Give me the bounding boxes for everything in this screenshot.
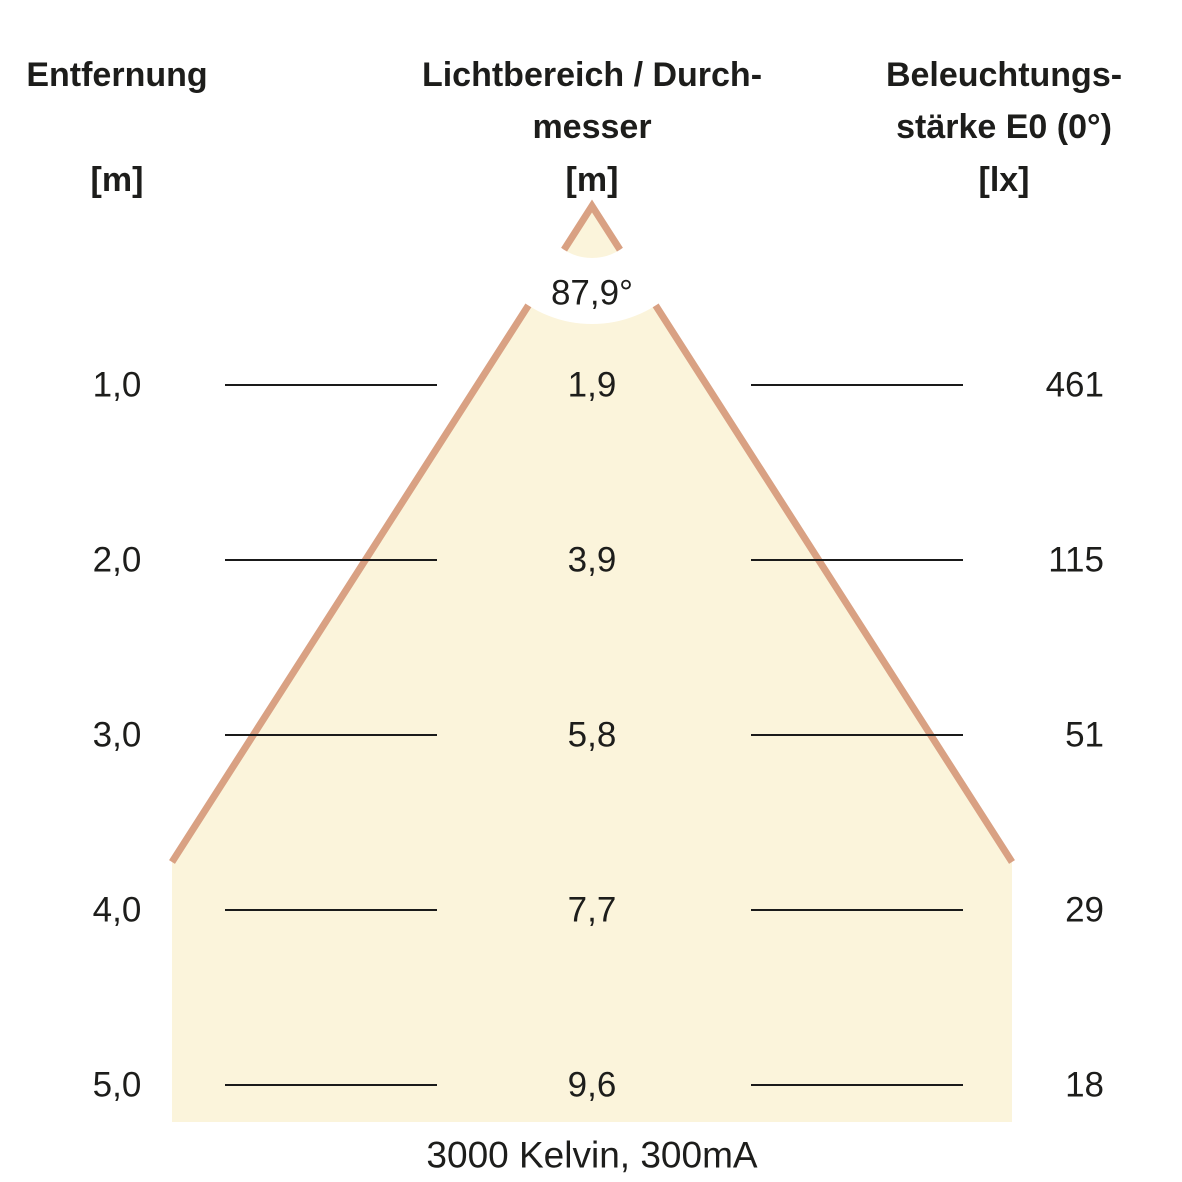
header-illuminance-unit: [lx] — [978, 161, 1030, 199]
header-distance-unit: [m] — [90, 161, 144, 199]
cone-edge-lines — [169, 199, 1015, 864]
header-diameter-unit: [m] — [565, 161, 619, 199]
row2-distance-value: 2,0 — [92, 540, 142, 580]
row4-distance-value: 4,0 — [92, 890, 142, 930]
row4-illuminance-value: 29 — [1065, 890, 1104, 930]
row5-distance-value: 5,0 — [92, 1065, 142, 1105]
row5-diameter-value: 9,6 — [567, 1065, 617, 1105]
header-diameter-title-2: messer — [532, 108, 652, 146]
row2-diameter-value: 3,9 — [567, 540, 617, 580]
row1-diameter-value: 1,9 — [567, 365, 617, 405]
row4-diameter-value: 7,7 — [567, 890, 617, 930]
row1-illuminance-value: 461 — [1045, 365, 1104, 405]
caption-kelvin-current: 3000 Kelvin, 300mA — [426, 1134, 758, 1176]
header-illuminance-title-2: stärke E0 (0°) — [896, 108, 1112, 146]
row3-illuminance-value: 51 — [1065, 715, 1104, 755]
beam-angle-arc-band — [474, 88, 710, 324]
row1-distance-value: 1,0 — [92, 365, 142, 405]
row2-illuminance-value: 115 — [1048, 540, 1104, 580]
row-ruler-lines — [225, 384, 963, 1086]
row3-diameter-value: 5,8 — [567, 715, 617, 755]
header-illuminance-title-1: Beleuchtungs- — [885, 56, 1123, 94]
row3-distance-value: 3,0 — [92, 715, 142, 755]
header-distance-title: Entfernung — [26, 56, 208, 94]
header-diameter-title-1: Lichtbereich / Durch- — [421, 56, 763, 94]
row5-illuminance-value: 18 — [1065, 1065, 1104, 1105]
beam-angle-label: 87,9° — [550, 273, 634, 313]
cone-fill-shape — [172, 206, 1012, 1122]
